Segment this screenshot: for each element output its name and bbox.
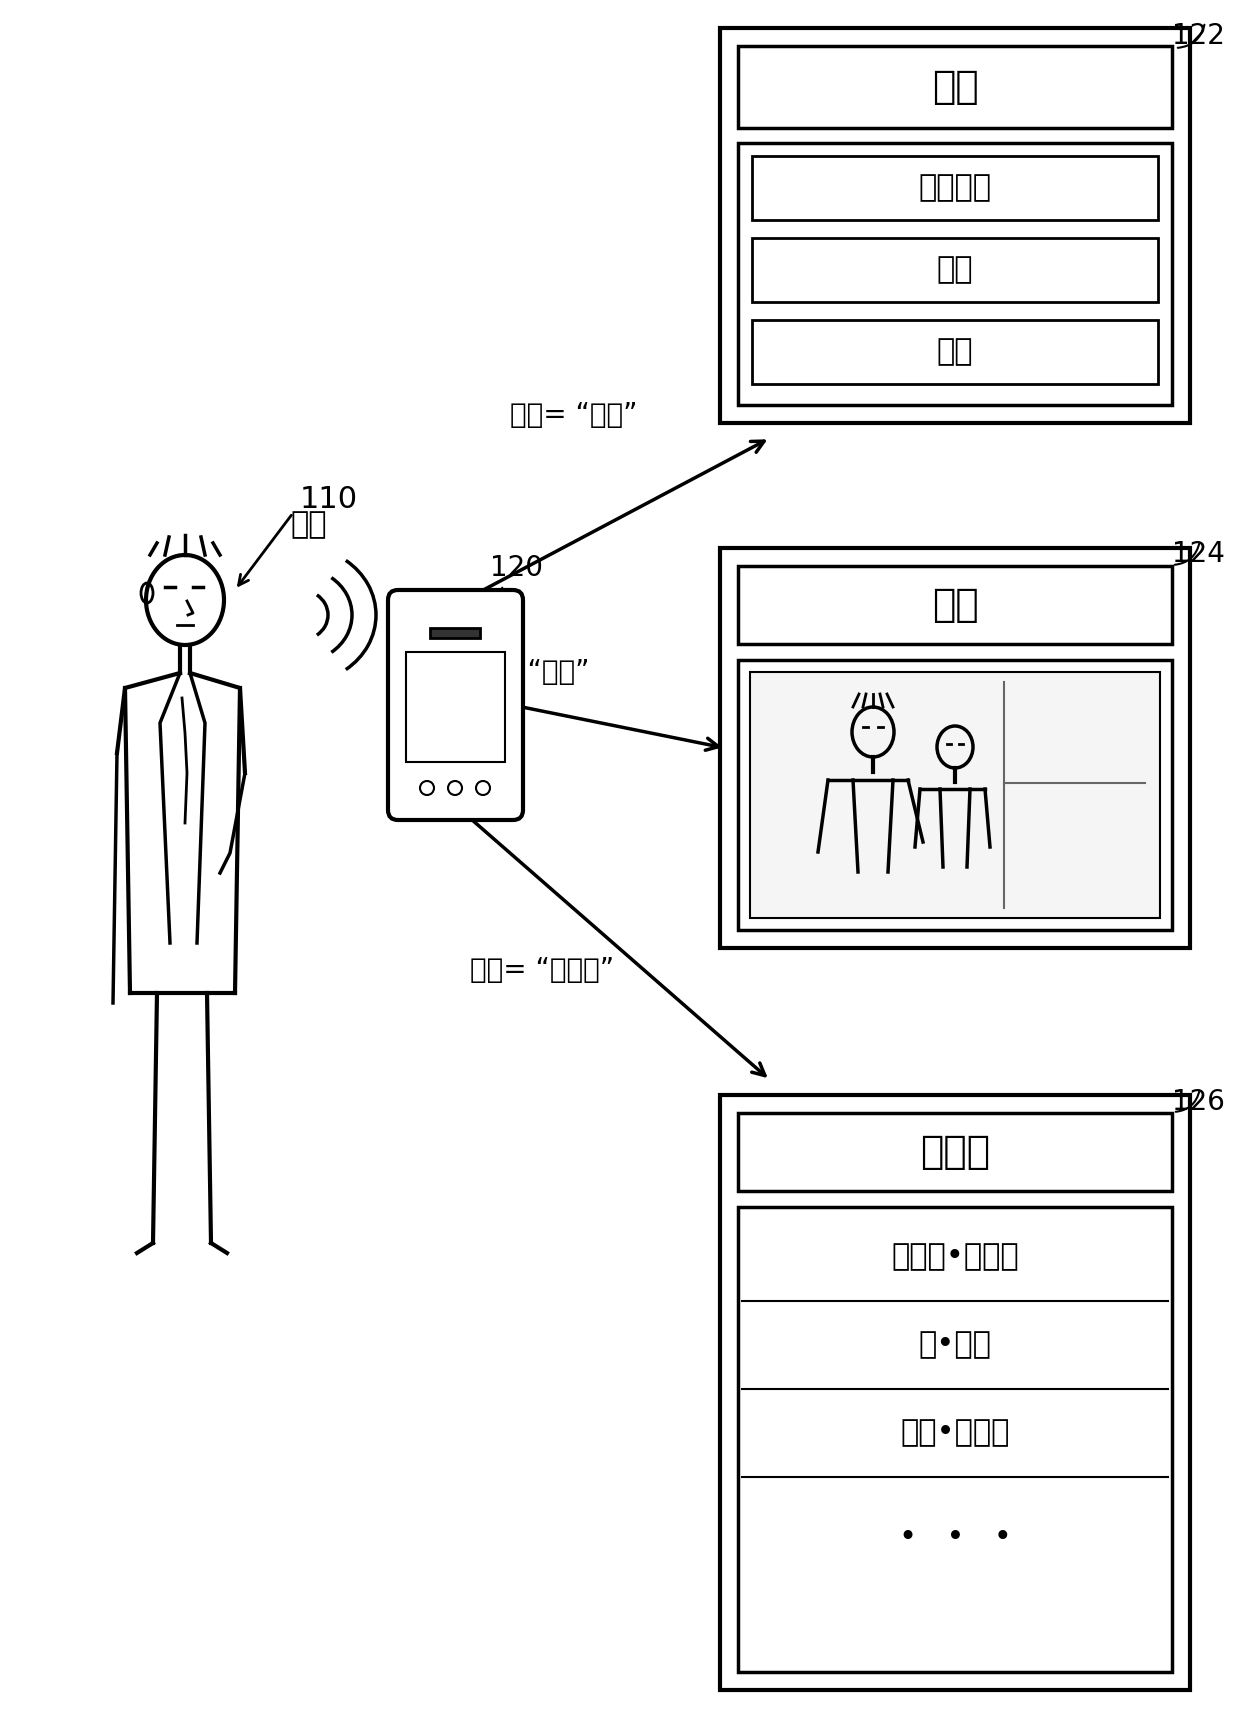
- Text: 命令= “銀行”: 命令= “銀行”: [510, 401, 637, 429]
- Bar: [751, 156, 1158, 220]
- Bar: [430, 628, 480, 639]
- Text: 我的帐户: 我的帐户: [919, 174, 992, 203]
- Text: 联系人: 联系人: [920, 1134, 990, 1172]
- FancyBboxPatch shape: [388, 590, 523, 819]
- Text: 命令= “照片”: 命令= “照片”: [463, 658, 589, 686]
- Text: 124: 124: [1172, 540, 1225, 568]
- Text: 126: 126: [1172, 1088, 1225, 1116]
- Bar: [738, 660, 1172, 930]
- Text: 命令: 命令: [290, 510, 326, 540]
- Bar: [750, 672, 1159, 918]
- Text: 110: 110: [300, 486, 358, 514]
- Text: •   •   •: • • •: [899, 1522, 1012, 1552]
- Text: 卡片: 卡片: [936, 255, 973, 285]
- Bar: [738, 1113, 1172, 1191]
- Bar: [751, 238, 1158, 302]
- Bar: [720, 28, 1190, 424]
- Text: 照片: 照片: [931, 587, 978, 623]
- Text: 设置: 设置: [936, 337, 973, 366]
- Bar: [720, 1095, 1190, 1691]
- Text: 銀行: 銀行: [931, 68, 978, 106]
- Text: 艾伯特•安德鲁: 艾伯特•安德鲁: [892, 1243, 1019, 1271]
- Bar: [738, 566, 1172, 644]
- Bar: [405, 653, 505, 762]
- Bar: [738, 1207, 1172, 1672]
- Text: 122: 122: [1172, 23, 1225, 50]
- Text: 本•布朗: 本•布朗: [919, 1330, 992, 1359]
- Text: 120: 120: [490, 554, 543, 582]
- Bar: [751, 319, 1158, 384]
- Text: 命令= “联系人”: 命令= “联系人”: [470, 957, 614, 984]
- Bar: [720, 549, 1190, 948]
- Text: 坑迪•斯康纳: 坑迪•斯康纳: [900, 1418, 1009, 1448]
- Bar: [738, 45, 1172, 128]
- Bar: [738, 142, 1172, 404]
